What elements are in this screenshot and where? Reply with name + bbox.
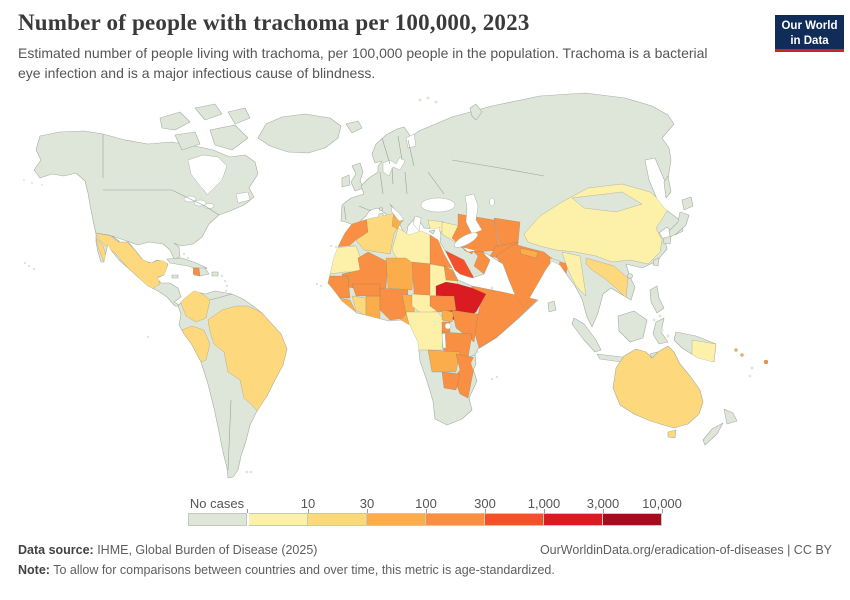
landmass-ireland[interactable] xyxy=(341,174,351,188)
black-sea xyxy=(420,197,456,213)
caspian-sea xyxy=(464,193,483,235)
region-uganda[interactable] xyxy=(441,309,455,323)
landmass-arctic-island xyxy=(194,103,223,121)
landmass-sri-lanka[interactable] xyxy=(547,300,557,313)
legend-label: 10,000 xyxy=(642,496,682,511)
legend-swatch[interactable] xyxy=(367,513,426,526)
attribution: OurWorldinData.org/eradication-of-diseas… xyxy=(539,543,832,557)
owid-link[interactable]: OurWorldinData.org/eradication-of-diseas… xyxy=(539,543,784,557)
landmass-nz-south[interactable] xyxy=(702,422,724,446)
landmass-japan-kyushu xyxy=(662,235,672,245)
legend-swatch[interactable] xyxy=(308,513,367,526)
landmass-victoria-island xyxy=(174,131,201,151)
region-fiji[interactable] xyxy=(763,359,769,365)
legend-label: 10 xyxy=(300,496,316,511)
landmass-sumatra[interactable] xyxy=(571,317,602,353)
legend-swatch[interactable] xyxy=(188,513,247,526)
landmass-iceland[interactable] xyxy=(345,120,363,134)
landmass-hainan xyxy=(627,273,633,279)
persian-gulf xyxy=(454,232,478,248)
legend-swatch-row xyxy=(188,513,662,526)
landmass-arctic-island xyxy=(159,111,191,131)
white-sea xyxy=(405,133,417,149)
legend-label: 300 xyxy=(474,496,496,511)
region-mauritania[interactable] xyxy=(329,245,363,275)
landmass-japan-honshu[interactable] xyxy=(668,211,690,238)
landmass-sakhalin xyxy=(663,175,672,199)
legend-swatch[interactable] xyxy=(426,513,485,526)
legend-swatch[interactable] xyxy=(249,513,308,526)
region-papua-new-guinea[interactable] xyxy=(691,339,716,362)
legend-label: 1,000 xyxy=(527,496,561,511)
region-niger[interactable] xyxy=(385,257,415,291)
landmass-corsica xyxy=(379,207,383,211)
region-haiti[interactable] xyxy=(192,267,201,277)
region-syria[interactable] xyxy=(427,219,445,233)
great-lakes xyxy=(193,199,207,207)
legend-swatch[interactable] xyxy=(485,513,544,526)
landmass-nz-north[interactable] xyxy=(723,408,738,425)
aegean-sea xyxy=(412,215,422,232)
landmass-japan-hokkaido[interactable] xyxy=(681,196,694,211)
region-myanmar[interactable] xyxy=(561,251,587,297)
landmass-greenland[interactable] xyxy=(257,113,342,154)
legend-swatch[interactable] xyxy=(544,513,603,526)
region-nigeria[interactable] xyxy=(379,287,409,321)
legend-label: 30 xyxy=(359,496,375,511)
landmass-philippines[interactable] xyxy=(649,285,665,314)
chart-footer: Data source: IHME, Global Burden of Dise… xyxy=(18,543,832,577)
region-mongolia[interactable] xyxy=(571,191,643,213)
legend-label: 100 xyxy=(415,496,437,511)
region-solomon-2[interactable] xyxy=(740,353,744,357)
landmass-taiwan xyxy=(652,257,660,267)
region-drc[interactable] xyxy=(405,311,445,351)
owid-logo[interactable]: Our World in Data xyxy=(775,15,844,52)
landmass-puerto-rico xyxy=(211,271,219,277)
baltic-sea xyxy=(382,156,406,177)
data-source: Data source: IHME, Global Burden of Dise… xyxy=(18,543,318,557)
landmass-australia[interactable] xyxy=(612,345,704,429)
lake-victoria xyxy=(444,322,452,330)
landmass-jamaica xyxy=(171,274,179,279)
region-senegal-guinea[interactable] xyxy=(326,275,351,299)
region-peru[interactable] xyxy=(181,325,211,363)
region-zimbabwe[interactable] xyxy=(441,371,461,391)
landmass-arctic-island xyxy=(227,107,251,125)
landmass-cyprus xyxy=(428,229,436,235)
region-zambia[interactable] xyxy=(427,349,461,373)
legend-swatch[interactable] xyxy=(603,513,662,526)
landmass-sulawesi[interactable] xyxy=(652,317,669,345)
hudson-bay xyxy=(187,154,228,196)
license-badge: CC BY xyxy=(793,543,832,557)
landmass-borneo[interactable] xyxy=(617,310,648,343)
island-dots-ocean xyxy=(23,96,754,474)
page-title: Number of people with trachoma per 100,0… xyxy=(18,10,530,35)
legend-label-no-cases: No cases xyxy=(189,496,245,511)
aral-sea xyxy=(489,197,495,207)
region-solomon-1[interactable] xyxy=(734,348,738,352)
region-ghana-togo-benin[interactable] xyxy=(365,295,381,321)
legend-label: 3,000 xyxy=(586,496,620,511)
region-brazil[interactable] xyxy=(207,305,287,412)
island-dots-caribbean xyxy=(176,248,229,301)
region-laos-vietnam[interactable] xyxy=(585,257,629,299)
chart-subtitle: Estimated number of people living with t… xyxy=(18,45,708,81)
region-eritrea[interactable] xyxy=(443,265,459,282)
adriatic-sea xyxy=(390,205,405,222)
landmass-novaya-zemlya xyxy=(469,103,483,121)
country-borders xyxy=(95,134,545,471)
note: Note: To allow for comparisons between c… xyxy=(18,563,555,577)
region-burkina-faso[interactable] xyxy=(351,283,381,297)
landmass-baffin-island xyxy=(209,124,249,151)
region-nepal[interactable] xyxy=(519,247,539,259)
landmass-tasmania[interactable] xyxy=(667,429,677,439)
gulf-st-lawrence xyxy=(235,191,251,204)
region-afghanistan[interactable] xyxy=(493,217,521,247)
island-dots-asia xyxy=(652,314,670,338)
legend: No cases 10 30 100 300 1,000 3,000 10,000 xyxy=(188,496,682,532)
lake-tanganyika xyxy=(441,332,447,349)
